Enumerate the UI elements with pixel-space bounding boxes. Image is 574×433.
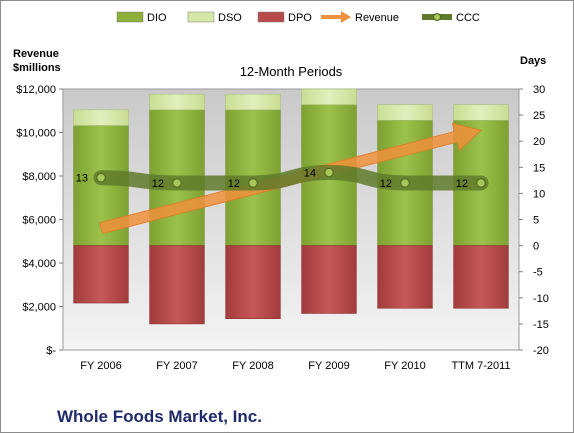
dso-bar — [149, 93, 205, 111]
ccc-data-label: 12 — [380, 178, 392, 190]
x-axis-category-label: FY 2009 — [308, 360, 349, 372]
legend-label-dso: DSO — [218, 12, 242, 24]
right-axis-tick-label: 20 — [533, 136, 545, 148]
x-axis-category-label: FY 2007 — [156, 360, 197, 372]
left-axis-tick-label: $6,000 — [22, 215, 56, 227]
ccc-data-label: 13 — [76, 173, 88, 185]
right-axis-title: Days — [520, 55, 546, 67]
company-name: Whole Foods Market, Inc. — [57, 407, 262, 426]
legend-marker-ccc — [433, 13, 441, 21]
legend-swatch-dpo — [257, 11, 285, 23]
x-axis-category-label: TTM 7-2011 — [451, 360, 510, 372]
right-axis-tick-label: -20 — [533, 345, 549, 357]
legend-label-dio: DIO — [147, 12, 167, 24]
legend-swatch-dso — [187, 11, 215, 23]
dpo-bar — [149, 245, 205, 325]
ccc-data-label: 12 — [228, 178, 240, 190]
left-axis-tick-label: $12,000 — [16, 84, 56, 96]
dso-bar — [377, 104, 433, 121]
x-axis: FY 2006 FY 2007 FY 2008 FY 2009 FY 2010 TTM 7… — [80, 360, 510, 372]
ccc-point — [324, 167, 334, 178]
left-axis-tick-label: $2,000 — [22, 302, 56, 314]
legend-swatch-revenue — [321, 11, 351, 23]
ccc-data-label: 12 — [152, 178, 164, 190]
left-axis-tick-label: $10,000 — [16, 128, 56, 140]
bars — [73, 88, 509, 325]
dpo-bar — [73, 245, 129, 304]
ccc-data-label: 14 — [304, 168, 316, 180]
right-axis-tick-label: 30 — [533, 84, 545, 96]
legend-swatch-dio — [116, 11, 144, 23]
ccc-point — [400, 178, 410, 188]
legend-label-dpo: DPO — [288, 12, 312, 24]
left-axis-tick-label: $4,000 — [22, 258, 56, 270]
ccc-data-label: 12 — [456, 178, 468, 190]
legend-label-ccc: CCC — [456, 12, 480, 24]
ccc-point — [172, 178, 182, 188]
ccc-point — [96, 173, 106, 183]
right-axis-tick-label: 10 — [533, 188, 545, 200]
left-axis-title-line1: Revenue — [13, 48, 59, 60]
left-axis-tick-label: $- — [46, 345, 56, 357]
x-axis-category-label: FY 2010 — [384, 360, 425, 372]
left-axis-tick-label: $8,000 — [22, 171, 56, 183]
right-axis: -20 -15 -10 -5 0 5 10 15 20 25 30 — [519, 84, 549, 357]
dso-bar — [301, 88, 357, 105]
right-axis-tick-label: -15 — [533, 319, 549, 331]
left-axis: $- $2,000 $4,000 $6,000 $8,000 $10,000 $12,000 — [16, 84, 63, 357]
dpo-bar — [377, 245, 433, 309]
x-axis-category-label: FY 2006 — [80, 360, 121, 372]
dso-bar — [73, 109, 129, 126]
ccc-point — [248, 178, 258, 188]
chart-subtitle: 12-Month Periods — [240, 64, 343, 79]
right-axis-tick-label: 25 — [533, 110, 545, 122]
ccc-point — [476, 178, 486, 188]
dpo-bar — [301, 245, 357, 314]
dpo-bar — [453, 245, 509, 309]
right-axis-tick-label: -10 — [533, 293, 549, 305]
right-axis-tick-label: 15 — [533, 162, 545, 174]
legend-label-revenue: Revenue — [355, 12, 399, 24]
left-axis-title-line2: $millions — [13, 62, 61, 74]
right-axis-tick-label: 5 — [533, 215, 539, 227]
dpo-bar — [225, 245, 281, 319]
right-axis-tick-label: 0 — [533, 241, 539, 253]
dso-bar — [453, 104, 509, 121]
x-axis-category-label: FY 2008 — [232, 360, 273, 372]
right-axis-tick-label: -5 — [533, 267, 543, 279]
ccc-line: 13 12 12 14 12 12 — [76, 165, 489, 191]
dso-bar — [225, 93, 281, 111]
legend: DIO DSO DPO Revenue CCC — [116, 11, 480, 24]
